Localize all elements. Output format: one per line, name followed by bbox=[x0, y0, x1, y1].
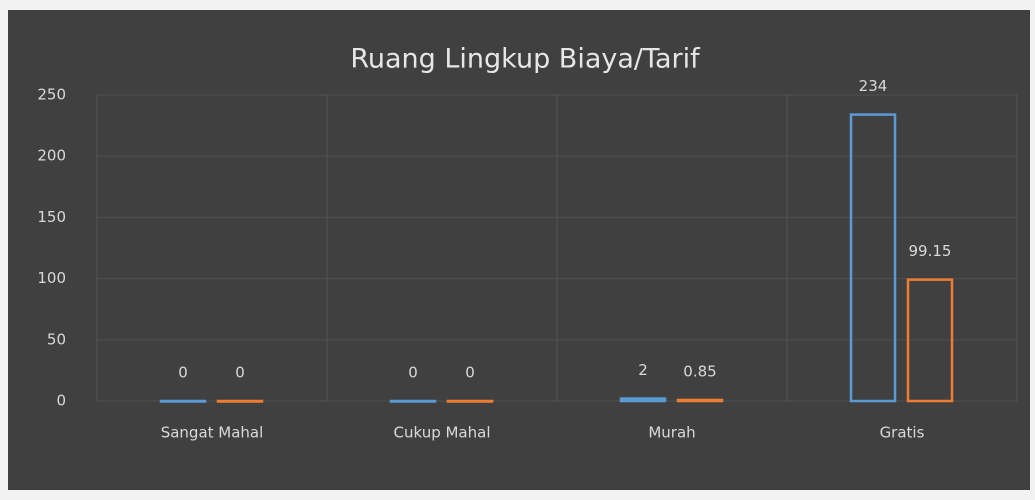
bar bbox=[446, 399, 494, 403]
data-label: 0.85 bbox=[683, 362, 716, 380]
bar bbox=[676, 398, 724, 403]
x-tick-label: Murah bbox=[648, 424, 695, 442]
data-label: 0 bbox=[235, 364, 245, 382]
x-tick-label: Gratis bbox=[880, 424, 925, 442]
x-tick-label: Cukup Mahal bbox=[393, 424, 490, 442]
data-label: 0 bbox=[178, 364, 188, 382]
bar bbox=[906, 278, 954, 403]
bar bbox=[619, 397, 667, 403]
data-label: 0 bbox=[465, 364, 475, 382]
y-tick-label: 100 bbox=[37, 269, 66, 287]
y-tick-label: 0 bbox=[56, 392, 66, 410]
chart-background bbox=[8, 10, 1030, 490]
data-label: 234 bbox=[859, 77, 888, 95]
x-tick-label: Sangat Mahal bbox=[161, 424, 264, 442]
chart-title: Ruang Lingkup Biaya/Tarif bbox=[350, 44, 701, 75]
data-label: 0 bbox=[408, 364, 418, 382]
y-tick-label: 150 bbox=[37, 208, 66, 226]
bar bbox=[389, 399, 437, 403]
y-tick-label: 50 bbox=[47, 330, 66, 348]
data-label: 99.15 bbox=[909, 242, 952, 260]
y-tick-label: 200 bbox=[37, 147, 66, 165]
bar bbox=[849, 113, 897, 403]
y-tick-label: 250 bbox=[37, 86, 66, 104]
data-label: 2 bbox=[638, 361, 648, 379]
bar bbox=[159, 399, 207, 403]
bar bbox=[216, 399, 264, 403]
